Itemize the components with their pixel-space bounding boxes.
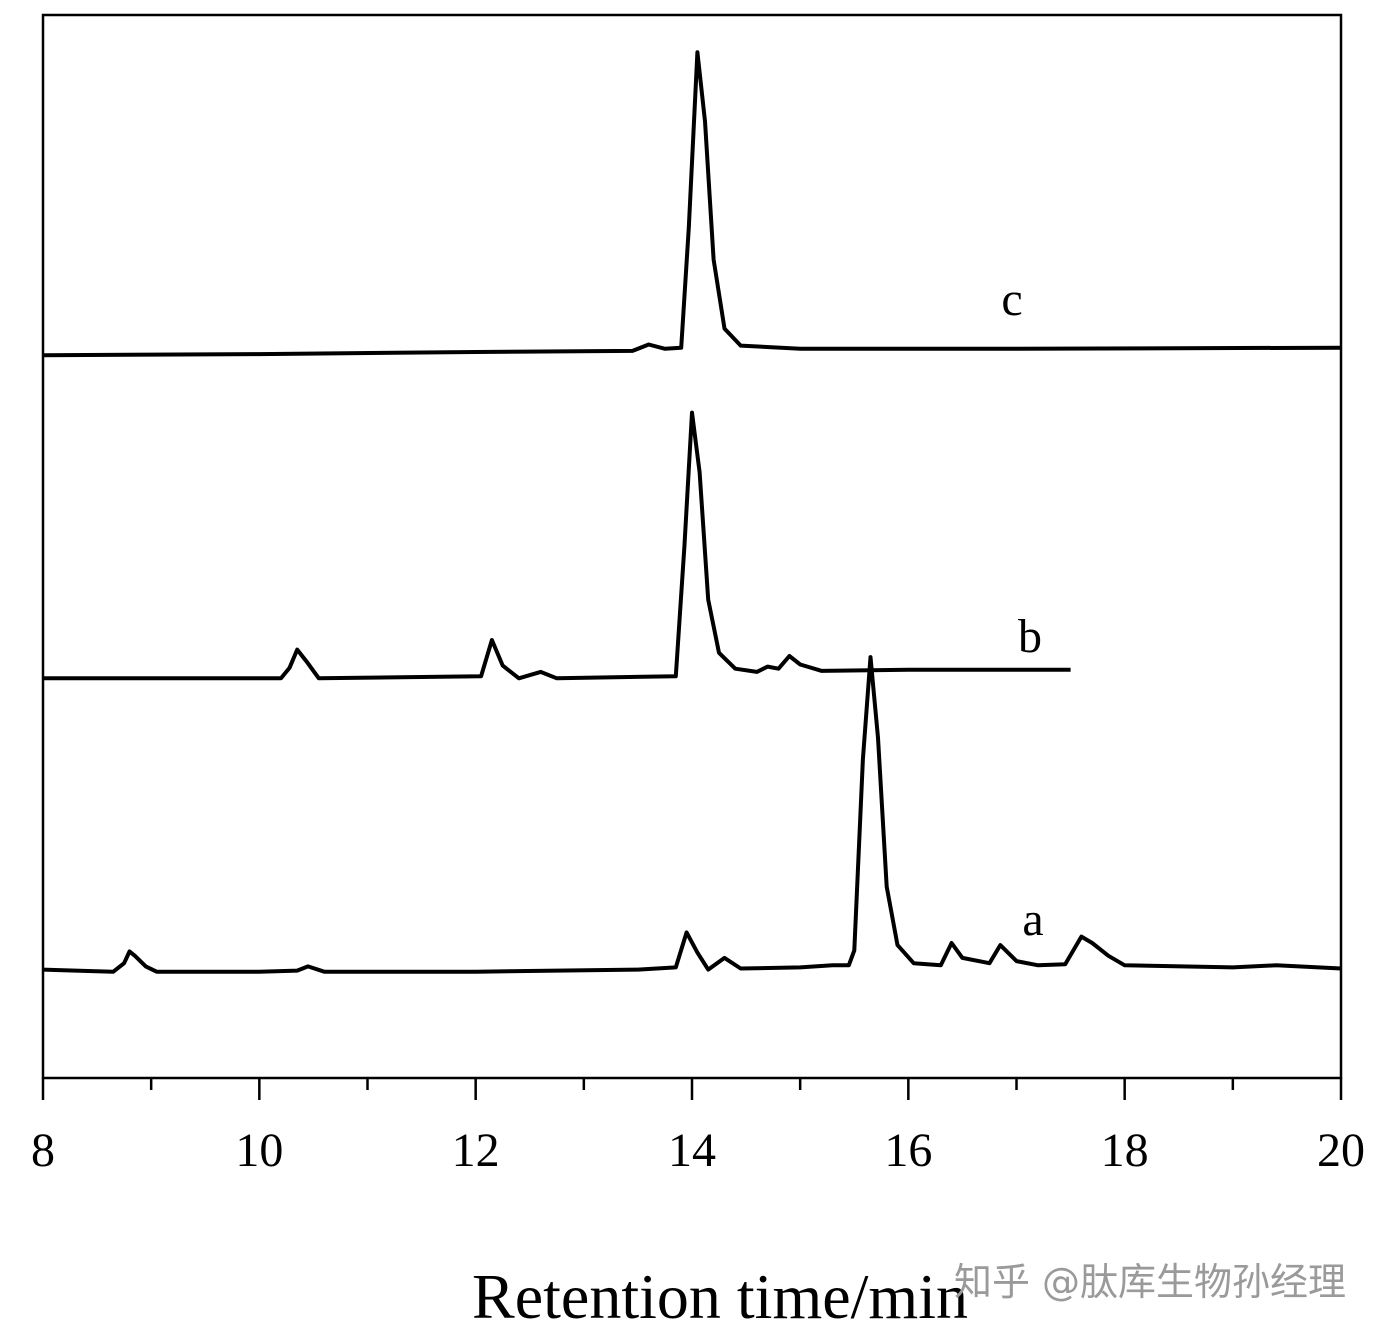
trace (43, 410, 1071, 681)
x-tick-label: 10 (235, 1124, 283, 1177)
trace (42, 50, 1342, 358)
x-tick-label: 20 (1317, 1124, 1365, 1177)
x-tick-label: 16 (884, 1124, 932, 1177)
trace-label: a (1022, 893, 1043, 946)
watermark: 知乎 @肽库生物孙经理 (954, 1260, 1346, 1304)
x-tick-label: 8 (31, 1124, 55, 1177)
x-axis-label: Retention time/min (472, 1261, 968, 1332)
x-tick-label: 14 (668, 1124, 716, 1177)
trace (42, 655, 1342, 974)
trace-label: b (1018, 610, 1042, 663)
trace-label: c (1001, 273, 1022, 326)
x-tick-label: 18 (1101, 1124, 1149, 1177)
x-tick-label: 12 (452, 1124, 500, 1177)
